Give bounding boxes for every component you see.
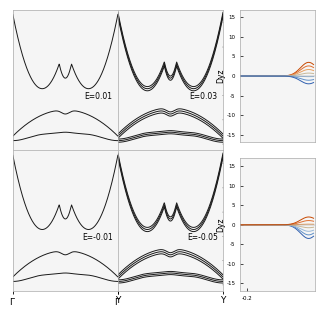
Y-axis label: Dyz: Dyz: [216, 69, 225, 83]
Text: E=0.01: E=0.01: [85, 92, 113, 101]
Text: E=-0.05: E=-0.05: [187, 233, 218, 242]
Text: E=0.03: E=0.03: [190, 92, 218, 101]
Text: E=-0.01: E=-0.01: [82, 233, 113, 242]
Y-axis label: Dyz: Dyz: [216, 218, 225, 232]
Text: (b): (b): [319, 0, 320, 3]
